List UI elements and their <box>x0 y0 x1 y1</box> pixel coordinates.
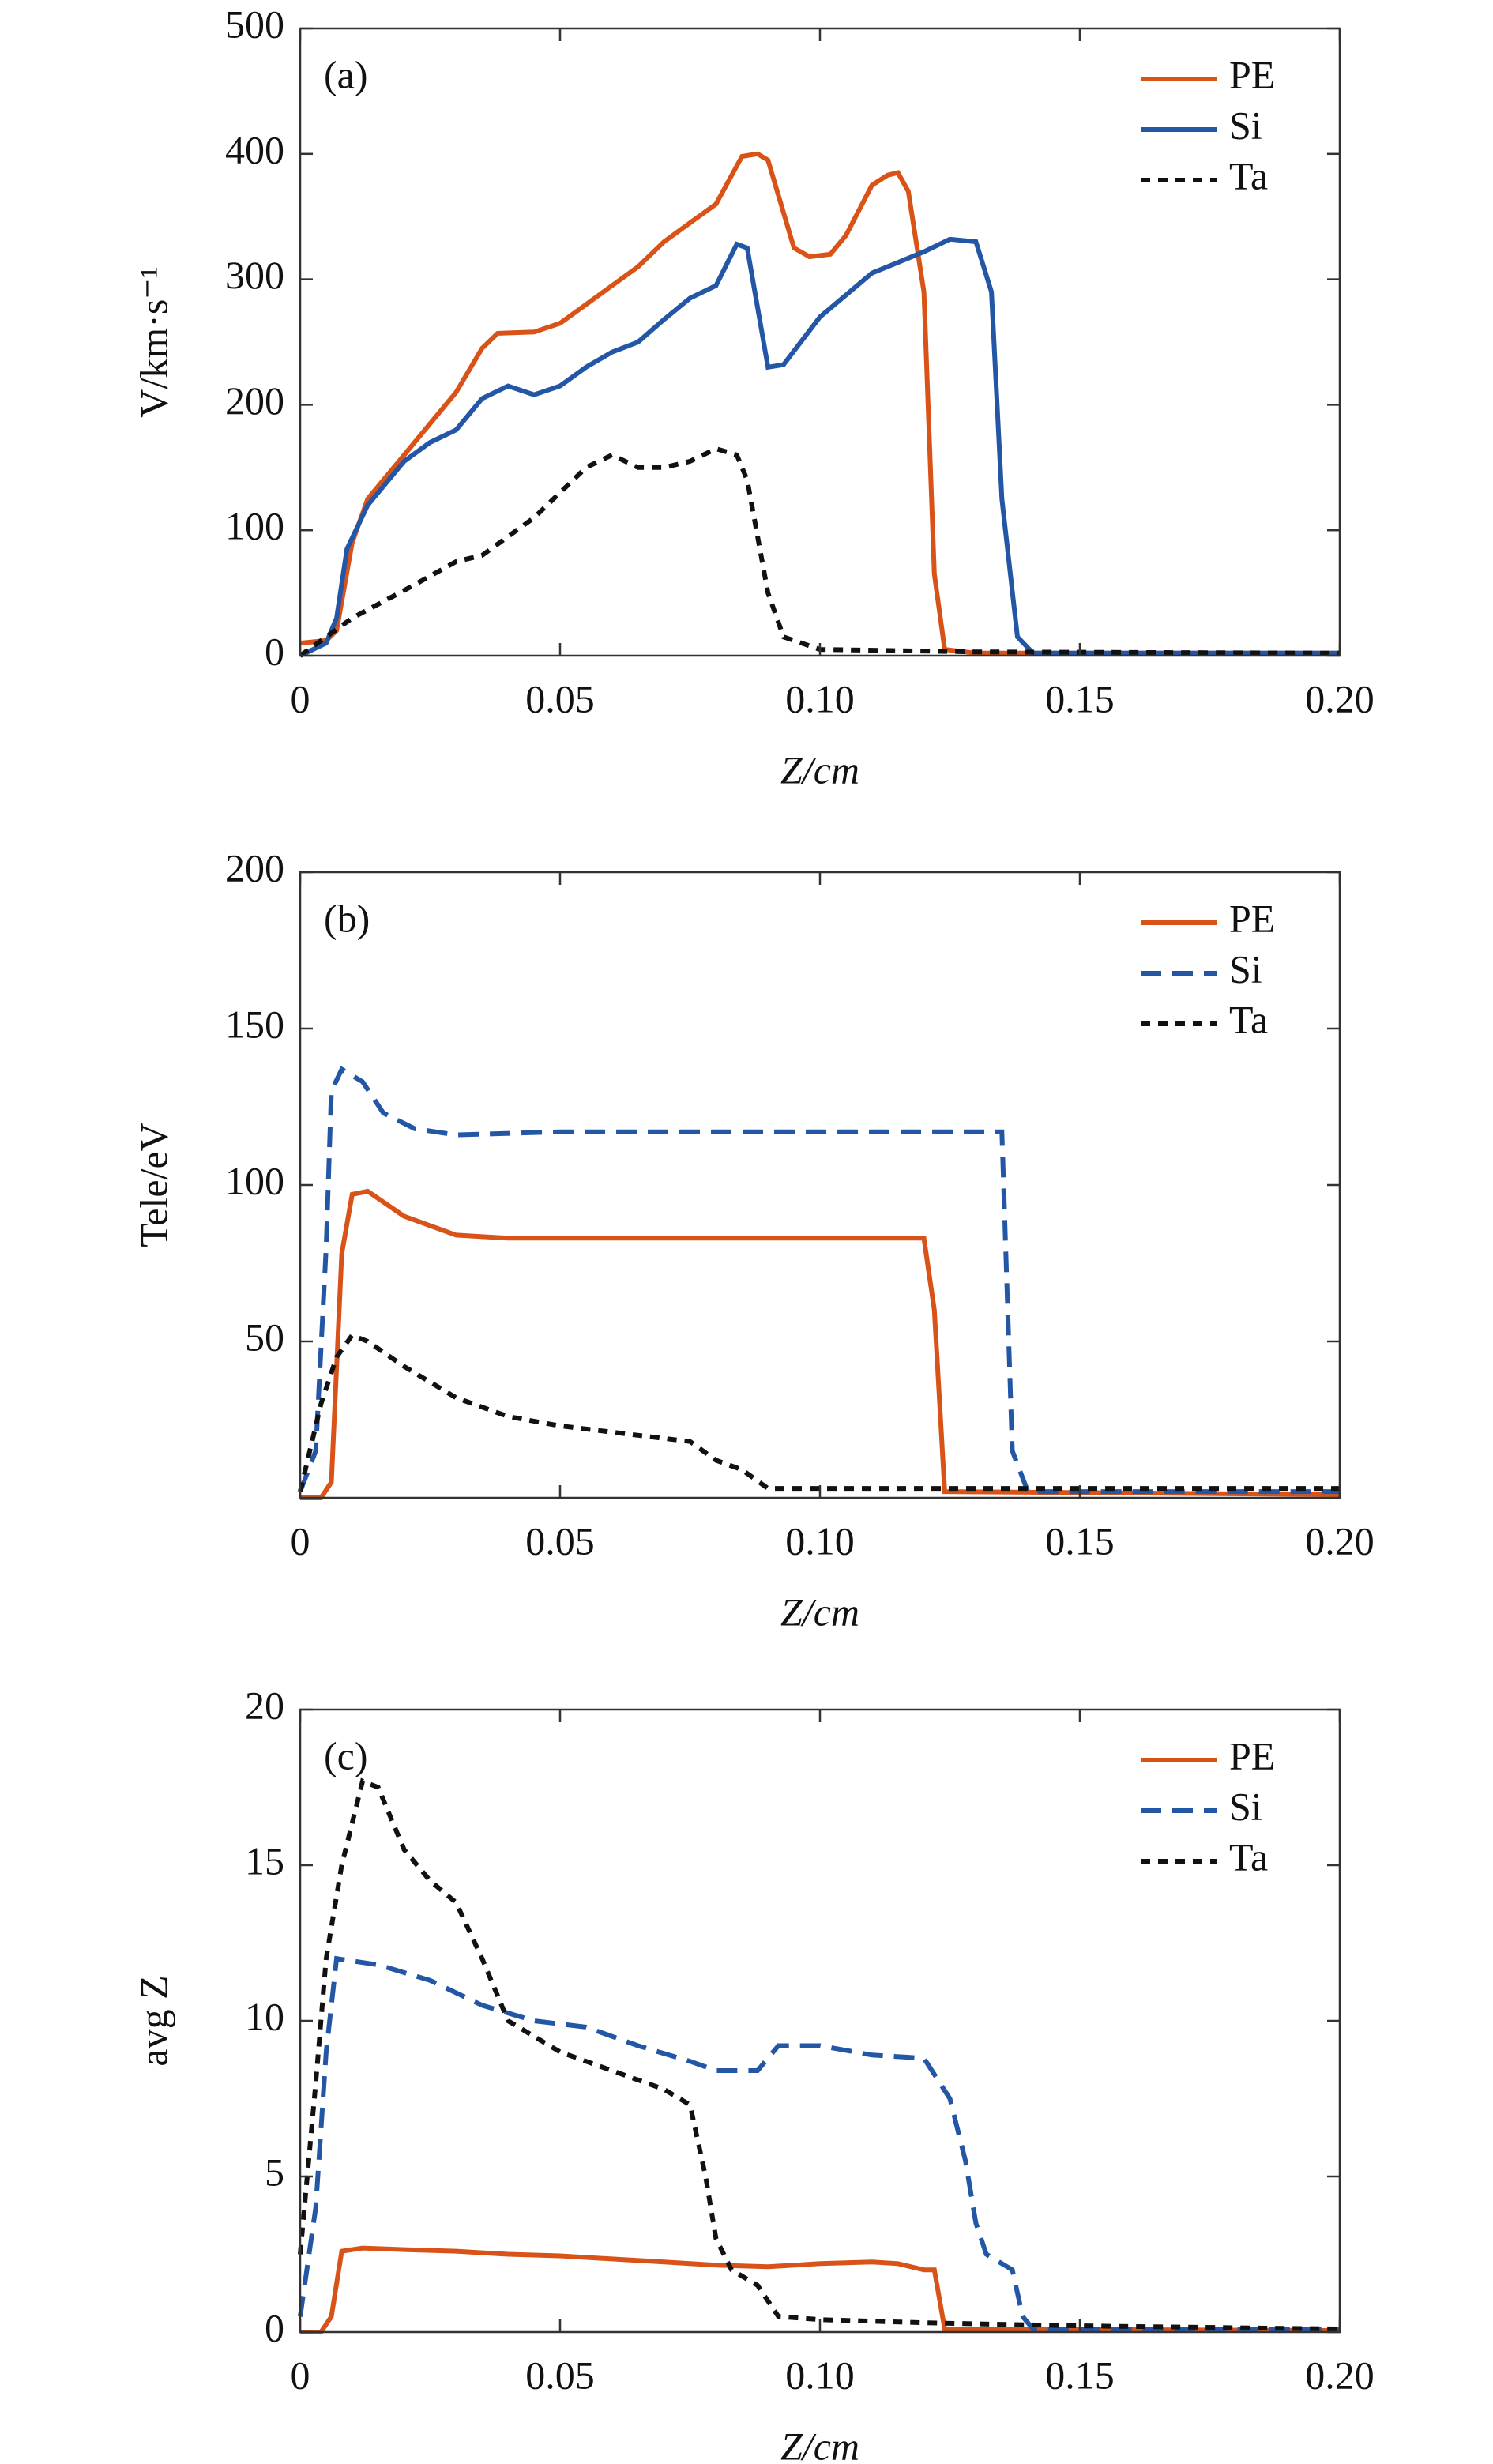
y-axis-label: V/km·s⁻¹ <box>131 266 175 417</box>
panel-label: (a) <box>324 52 368 96</box>
data-line <box>299 151 1340 656</box>
data-line <box>298 1777 1341 2332</box>
legend-label: Ta <box>1229 1834 1268 1879</box>
x-tick-label: 0.10 <box>785 676 855 720</box>
legend-label: PE <box>1229 896 1275 940</box>
y-tick-label: 300 <box>225 253 284 297</box>
x-tick-label: 0 <box>291 2353 310 2397</box>
x-axis-label: Z/cm <box>780 2424 859 2464</box>
y-tick-label: 200 <box>225 378 284 423</box>
y-tick-label: 10 <box>245 1994 284 2038</box>
x-tick-label: 0 <box>291 1518 310 1563</box>
y-tick-label: 400 <box>225 127 284 171</box>
x-tick-label: 0.05 <box>525 676 595 720</box>
panel-label: (c) <box>324 1733 368 1777</box>
data-line <box>298 1066 1340 1495</box>
y-tick-label: 20 <box>245 1683 284 1727</box>
x-tick-label: 0.05 <box>525 2353 595 2397</box>
legend-label: Ta <box>1229 997 1268 1041</box>
x-tick-label: 0 <box>291 676 310 720</box>
legend-label: Si <box>1229 1784 1262 1828</box>
data-line <box>300 1188 1341 1500</box>
x-tick-label: 0.20 <box>1305 1518 1375 1563</box>
x-axis-label: Z/cm <box>780 747 859 792</box>
legend-label: Si <box>1229 946 1262 991</box>
x-tick-label: 0.15 <box>1045 1518 1115 1563</box>
data-line <box>300 2245 1341 2334</box>
data-line <box>298 1332 1340 1492</box>
data-line <box>298 1955 1340 2332</box>
y-tick-label: 100 <box>225 504 284 548</box>
y-tick-label: 0 <box>265 629 284 673</box>
y-tick-label: 150 <box>225 1002 284 1046</box>
legend-label: Si <box>1229 103 1262 147</box>
x-tick-label: 0.20 <box>1305 676 1375 720</box>
plot-frame <box>299 1708 1341 2334</box>
y-tick-label: 15 <box>245 1838 284 1883</box>
data-line <box>299 236 1340 658</box>
y-tick-label: 5 <box>265 2150 284 2194</box>
plot-frame <box>299 871 1341 1499</box>
legend-label: PE <box>1229 1733 1275 1777</box>
y-axis-label: avg Z <box>131 1975 175 2066</box>
y-tick-label: 200 <box>225 845 284 890</box>
y-tick-label: 100 <box>225 1158 284 1202</box>
y-tick-label: 0 <box>265 2305 284 2349</box>
legend-label: Ta <box>1229 153 1268 197</box>
x-tick-label: 0.10 <box>785 1518 855 1563</box>
legend-label: PE <box>1229 52 1275 96</box>
x-tick-label: 0.05 <box>525 1518 595 1563</box>
y-tick-label: 500 <box>225 2 284 46</box>
data-line <box>299 446 1341 658</box>
x-axis-label: Z/cm <box>780 1589 859 1634</box>
x-tick-label: 0.15 <box>1045 676 1115 720</box>
y-axis-label: Tele/eV <box>131 1123 175 1247</box>
panel-label: (b) <box>324 896 370 940</box>
x-tick-label: 0.15 <box>1045 2353 1115 2397</box>
x-tick-label: 0.20 <box>1305 2353 1375 2397</box>
x-tick-label: 0.10 <box>785 2353 855 2397</box>
y-tick-label: 50 <box>245 1315 284 1359</box>
